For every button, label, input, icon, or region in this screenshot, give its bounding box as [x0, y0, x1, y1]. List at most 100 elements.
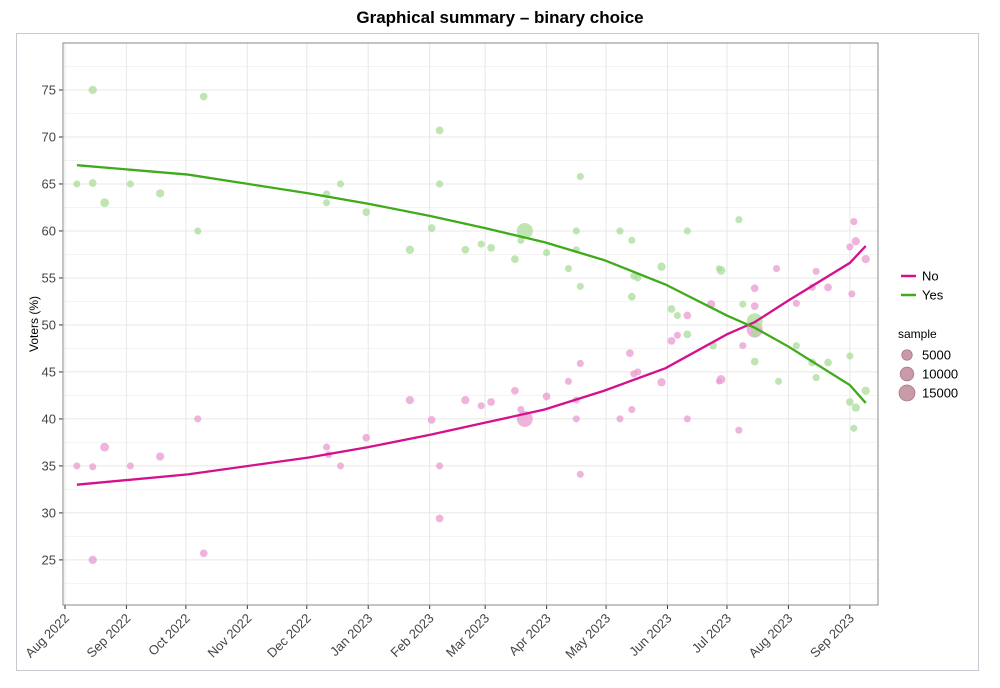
x-tick-label: Jul 2023 — [689, 611, 734, 656]
data-point-no — [572, 415, 580, 423]
data-point-no — [673, 331, 681, 339]
data-point-no — [634, 368, 642, 376]
data-point-no — [323, 443, 331, 451]
data-point-yes — [616, 227, 624, 235]
data-point-no — [511, 386, 519, 395]
data-point-yes — [511, 255, 519, 264]
x-tick-label: Feb 2023 — [387, 611, 436, 660]
data-point-yes — [845, 398, 854, 406]
data-point-yes — [73, 180, 81, 188]
data-point-yes — [683, 227, 691, 235]
data-point-no — [564, 377, 572, 385]
data-point-no — [405, 395, 415, 405]
data-point-no — [683, 311, 692, 320]
data-point-no — [194, 415, 202, 423]
data-point-yes — [792, 342, 800, 350]
data-point-yes — [634, 274, 642, 282]
data-point-no — [846, 243, 854, 251]
data-point-yes — [851, 403, 860, 412]
data-point-yes — [405, 245, 415, 254]
data-point-no — [657, 378, 666, 387]
data-point-no — [824, 283, 832, 292]
data-point-yes — [362, 208, 371, 217]
data-point-no — [427, 415, 436, 424]
data-point-no — [88, 555, 97, 565]
data-point-yes — [199, 92, 208, 101]
data-point-no — [716, 375, 726, 384]
data-point-yes — [774, 377, 783, 385]
data-point-no — [812, 267, 820, 275]
x-tick-label: Jan 2023 — [327, 611, 375, 659]
data-point-yes — [683, 330, 692, 339]
data-point-no — [616, 415, 624, 423]
data-point-yes — [812, 374, 820, 382]
size-legend-key — [898, 384, 916, 402]
y-tick-label: 75 — [42, 82, 56, 97]
data-point-yes — [461, 245, 470, 254]
data-point-no — [126, 462, 134, 470]
data-point-no — [336, 462, 345, 470]
x-tick-label: Oct 2022 — [145, 611, 193, 659]
data-point-no — [848, 290, 856, 298]
data-point-yes — [435, 126, 444, 135]
x-tick-label: Nov 2022 — [204, 611, 254, 661]
data-point-no — [772, 264, 781, 273]
trend-line-yes — [76, 164, 867, 404]
data-point-yes — [673, 311, 681, 320]
y-tick-label: 60 — [42, 223, 56, 238]
data-point-no — [625, 349, 634, 358]
x-tick-label: Aug 2022 — [22, 611, 72, 661]
data-point-yes — [100, 198, 110, 208]
y-tick-label: 45 — [42, 364, 56, 379]
data-point-yes — [739, 300, 747, 308]
data-point-no — [750, 284, 759, 293]
data-point-no — [851, 237, 860, 246]
y-tick-label: 50 — [42, 317, 56, 332]
data-point-no — [461, 395, 470, 405]
y-tick-label: 30 — [42, 505, 56, 520]
data-point-yes — [564, 264, 572, 273]
data-point-no — [576, 470, 584, 478]
data-point-no — [100, 442, 110, 452]
x-tick-label: Sep 2022 — [84, 611, 134, 661]
size-legend-label: 5000 — [922, 348, 951, 363]
data-point-no — [739, 342, 747, 350]
data-point-yes — [336, 180, 345, 188]
x-tick-label: Dec 2022 — [264, 611, 314, 661]
data-point-no — [628, 405, 636, 414]
data-point-no — [436, 462, 444, 470]
data-point-no — [477, 402, 485, 410]
legend-label-yes: Yes — [922, 288, 944, 303]
data-point-yes — [735, 216, 743, 224]
data-point-no — [435, 514, 444, 523]
data-point-no — [850, 218, 858, 226]
data-point-yes — [576, 282, 584, 290]
data-point-yes — [436, 180, 444, 188]
y-tick-label: 40 — [42, 411, 56, 426]
data-point-yes — [846, 352, 854, 360]
data-point-no — [73, 462, 81, 470]
data-point-yes — [576, 172, 584, 181]
y-tick-label: 35 — [42, 458, 56, 473]
data-point-yes — [543, 249, 551, 257]
data-point-no — [155, 452, 165, 461]
data-point-yes — [477, 240, 485, 248]
data-point-no — [667, 337, 676, 345]
x-tick-label: Apr 2023 — [506, 611, 554, 659]
y-tick-label: 25 — [42, 552, 56, 567]
data-point-yes — [861, 386, 870, 395]
data-point-yes — [323, 199, 331, 207]
data-point-yes — [155, 189, 165, 198]
data-point-no — [542, 392, 551, 401]
y-tick-label: 55 — [42, 270, 56, 285]
x-tick-label: Aug 2023 — [746, 611, 796, 661]
chart-panel — [16, 33, 979, 671]
data-point-no — [199, 549, 208, 558]
size-legend-label: 15000 — [922, 386, 958, 401]
data-point-no — [683, 415, 691, 423]
x-tick-label: Mar 2023 — [443, 611, 492, 660]
data-point-no — [792, 299, 800, 307]
y-tick-label: 65 — [42, 176, 56, 191]
data-point-no — [861, 255, 870, 264]
